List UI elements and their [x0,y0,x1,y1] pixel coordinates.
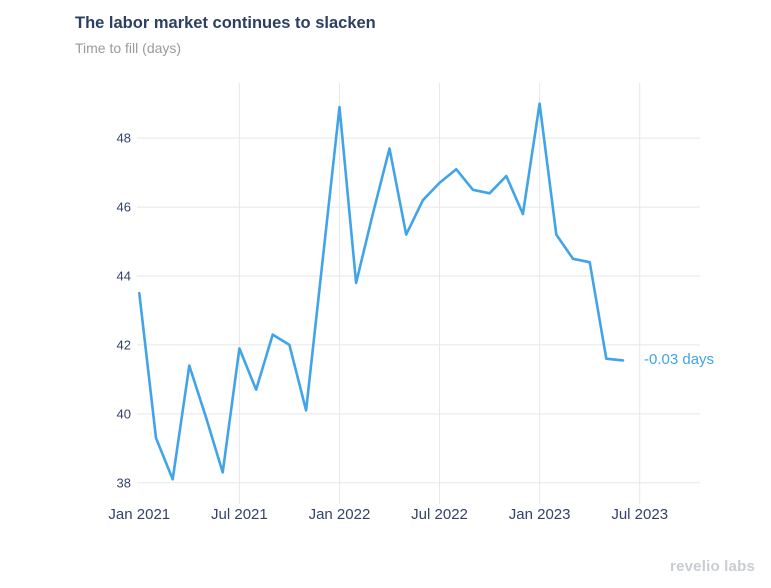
last-value-annotation: -0.03 days [644,351,715,369]
x-tick-label: Jul 2023 [611,506,668,523]
y-tick-label: 44 [117,268,131,283]
y-tick-label: 42 [117,337,131,352]
y-tick-label: 40 [117,406,131,421]
y-tick-label: 48 [117,131,131,146]
x-tick-label: Jan 2023 [509,506,571,523]
x-tick-label: Jan 2021 [108,506,170,523]
x-tick-label: Jan 2022 [309,506,371,523]
x-tick-label: Jul 2022 [411,506,468,523]
y-tick-label: 38 [117,475,131,490]
x-tick-label: Jul 2021 [211,506,268,523]
series-line-time-to-fill [138,102,625,481]
chart-subtitle: Time to fill (days) [75,40,182,56]
watermark-logo: revelio labs [670,558,755,575]
line-chart-canvas: 38 40 42 44 46 48 Jan 2021 Jul 2021 Jan 2022 Jul … [108,83,700,523]
chart-title: The labor market continues to slacken [75,14,376,32]
y-tick-label: 46 [117,200,131,215]
